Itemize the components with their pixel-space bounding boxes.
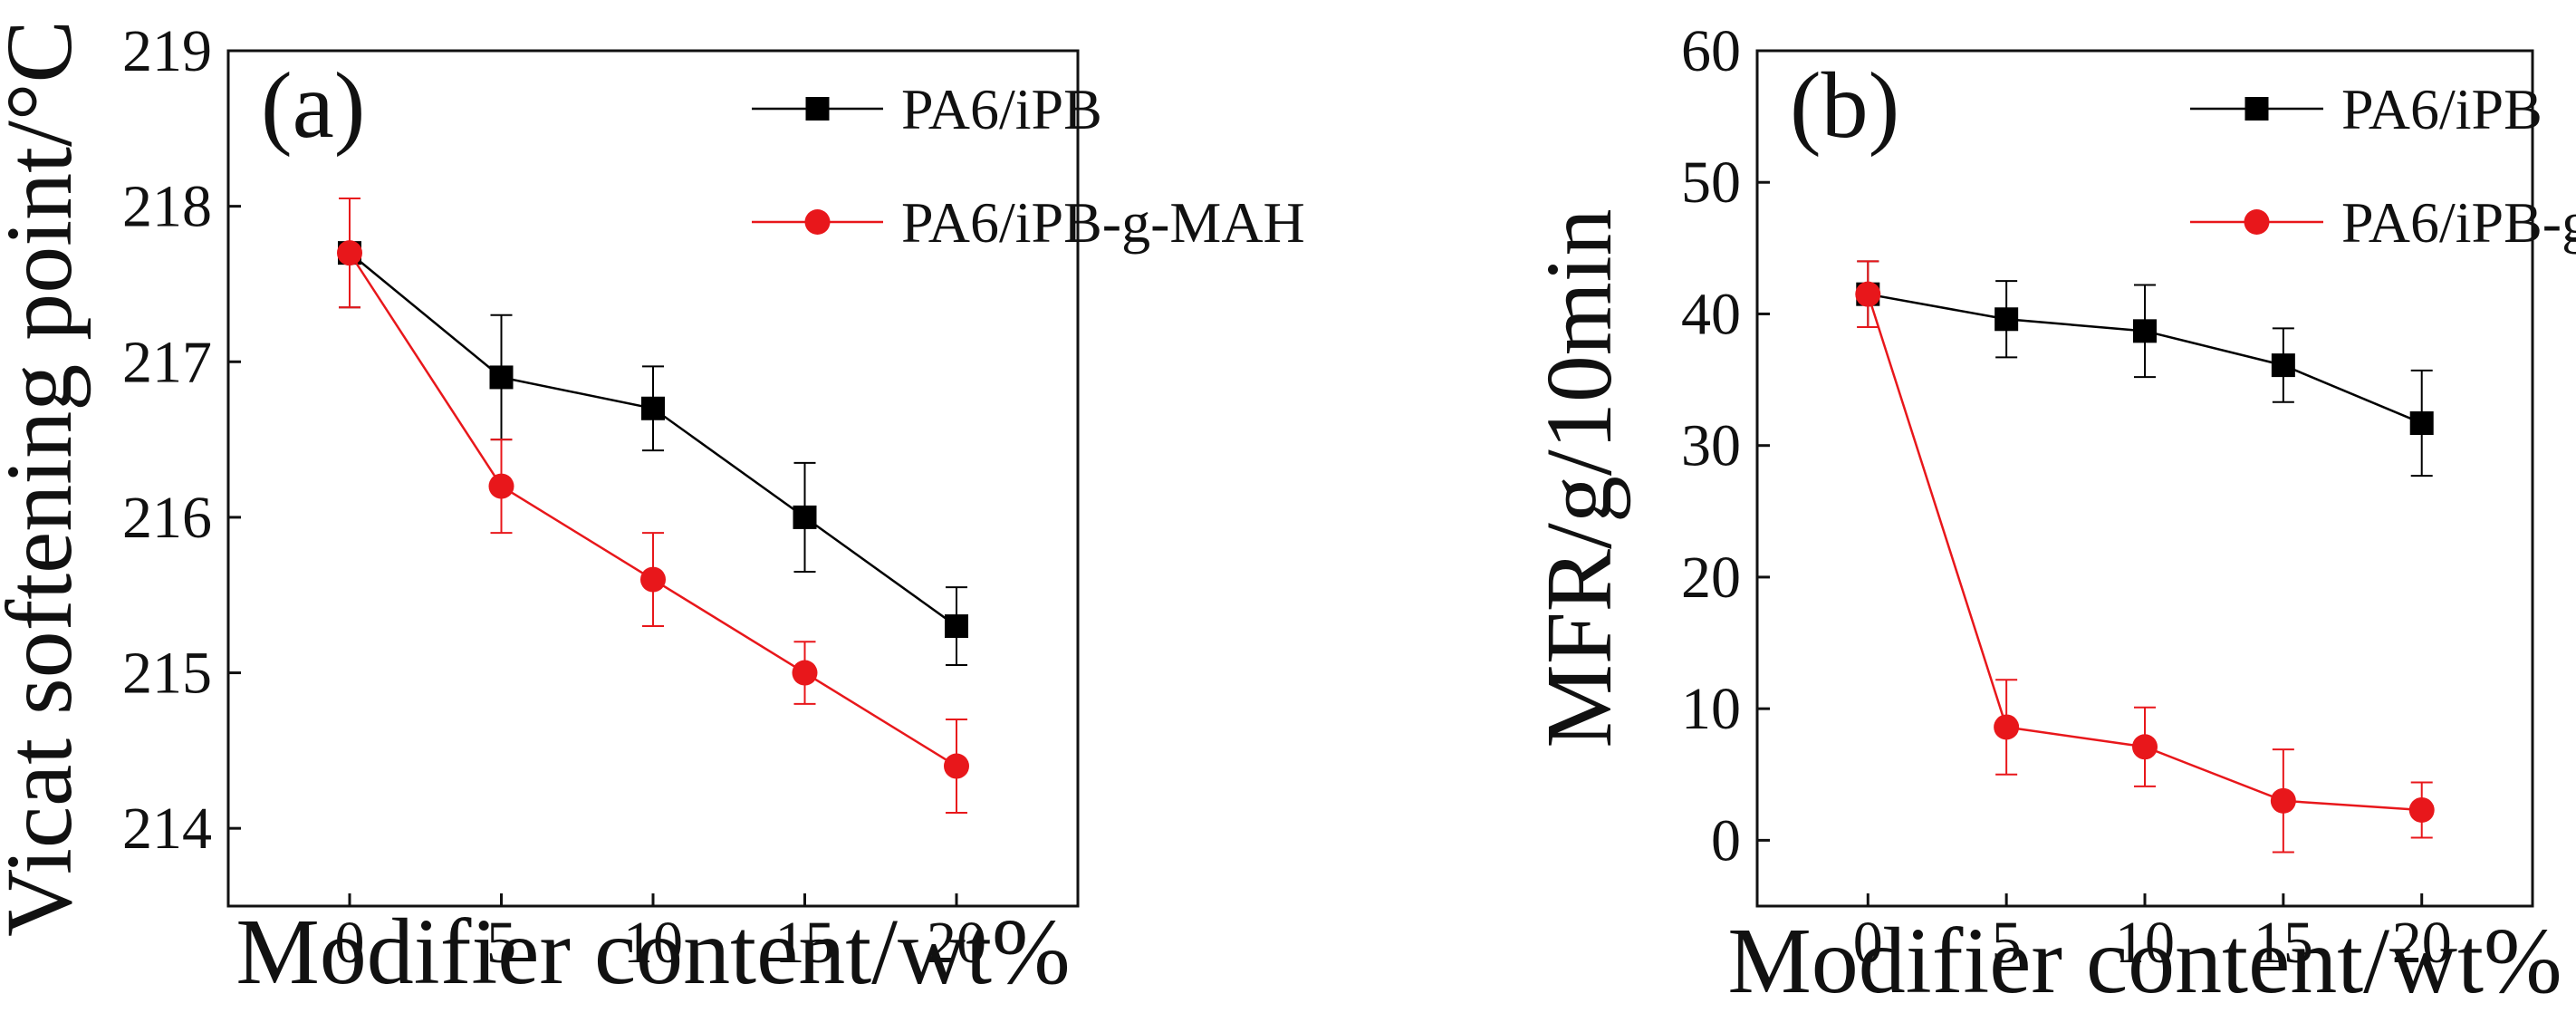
data-point [489, 365, 514, 390]
data-point [337, 240, 362, 266]
panel-label: (a) [261, 53, 365, 158]
data-point [2133, 319, 2157, 343]
x-tick-label: 5 [486, 910, 516, 976]
x-axis-title: Modifier content/wt% [235, 900, 1070, 1004]
x-tick-label: 10 [623, 910, 683, 976]
data-point [793, 505, 817, 529]
y-tick-label: 217 [122, 329, 212, 395]
legend-entry: PA6/iPB-g-MAH [752, 190, 1305, 255]
data-point [2408, 796, 2435, 823]
y-tick-label: 215 [122, 641, 212, 707]
y-axis-title: Vicat softening point/°C [0, 20, 91, 937]
legend-marker [805, 97, 830, 121]
legend-entry: PA6/iPB [752, 77, 1102, 141]
data-point [2270, 787, 2296, 814]
data-point [640, 566, 666, 593]
y-tick-label: 214 [122, 796, 212, 862]
data-point [945, 614, 968, 639]
y-tick-label: 60 [1681, 18, 1741, 84]
legend-label: PA6/iPB [2341, 77, 2542, 141]
legend-entry: PA6/iPB [2190, 77, 2542, 141]
series-line [348, 252, 957, 767]
x-tick-label: 20 [2392, 910, 2452, 976]
x-tick-label: 5 [1992, 910, 2022, 976]
x-tick-label: 10 [2115, 910, 2175, 976]
y-tick-label: 218 [122, 174, 212, 240]
series-pa6-ipb-g-mah [1855, 260, 2435, 854]
legend-label: PA6/iPB-g-MAH [901, 190, 1305, 255]
data-point [792, 660, 818, 686]
y-tick-label: 216 [122, 485, 212, 551]
data-point [641, 396, 665, 420]
legend-marker [2244, 209, 2270, 235]
y-tick-label: 30 [1681, 413, 1741, 479]
legend-label: PA6/iPB [901, 77, 1102, 141]
y-tick-label: 40 [1681, 281, 1741, 347]
legend-entry: PA6/iPB-g-MAH [2190, 190, 2576, 255]
data-point [1994, 714, 2020, 740]
x-axis-title: Modifier content/wt% [1727, 909, 2562, 1013]
x-tick-label: 0 [1853, 910, 1883, 976]
legend-marker [804, 209, 831, 235]
data-point [2409, 411, 2434, 436]
panel-label: (b) [1790, 53, 1899, 158]
y-tick-label: 20 [1681, 545, 1741, 611]
series-pa6-ipb [1856, 260, 2434, 478]
x-tick-label: 15 [2254, 910, 2313, 976]
plot-frame [226, 49, 1080, 908]
data-point [1994, 307, 2019, 332]
series-pa6-ipb-g-mah [337, 198, 969, 815]
y-tick-label: 219 [122, 18, 212, 84]
data-point [2132, 734, 2158, 760]
x-tick-label: 15 [775, 910, 835, 976]
y-tick-label: 10 [1681, 676, 1741, 742]
y-tick-label: 0 [1711, 807, 1741, 873]
data-point [944, 753, 969, 779]
chart-panel-b: 0 5 10 15 20 0 10 20 30 40 50 60 Modifier content/wt… [1527, 18, 2576, 1013]
legend-label: PA6/iPB-g-MAH [2341, 190, 2576, 255]
data-point [1855, 281, 1881, 307]
x-tick-label: 0 [335, 910, 365, 976]
y-axis-title: MFR/g/10min [1527, 208, 1631, 748]
legend-marker [2244, 97, 2269, 121]
y-tick-label: 50 [1681, 150, 1741, 216]
chart-panel-a: 0 5 10 15 20 214 215 216 217 218 219 Modifier conte… [0, 18, 1305, 1004]
data-point [2271, 353, 2295, 378]
x-tick-label: 20 [927, 910, 986, 976]
data-point [488, 473, 514, 499]
